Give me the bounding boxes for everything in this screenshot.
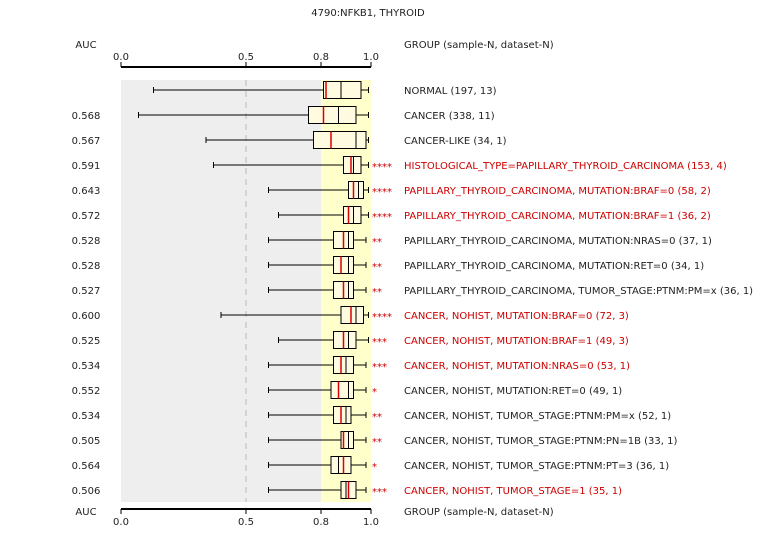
row-10: 0.525 *** CANCER, NOHIST, MUTATION:BRAF=1 … xyxy=(72,331,629,349)
row-8: 0.527 ** PAPILLARY_THYROID_CARCINOMA, TUMO… xyxy=(72,281,753,299)
group-header-top: GROUP (sample-N, dataset-N) xyxy=(404,40,554,51)
group-label: CANCER (338, 11) xyxy=(404,111,495,122)
row-2: 0.567 CANCER-LIKE (34, 1) xyxy=(72,131,507,149)
box xyxy=(340,306,364,324)
significance-stars: **** xyxy=(372,212,392,223)
row-16: 0.506 *** CANCER, NOHIST, TUMOR_STAGE=1 (3… xyxy=(72,481,622,499)
gray-band xyxy=(121,80,321,502)
box xyxy=(308,106,357,124)
significance-stars: ** xyxy=(372,412,382,423)
auc-value: 0.534 xyxy=(72,361,101,372)
auc-value: 0.528 xyxy=(72,236,101,247)
tick-label-top: 0.5 xyxy=(238,52,254,63)
group-label: CANCER, NOHIST, TUMOR_STAGE=1 (35, 1) xyxy=(404,486,622,497)
group-label: CANCER-LIKE (34, 1) xyxy=(404,136,507,147)
significance-stars: *** xyxy=(372,362,387,373)
auc-value: 0.528 xyxy=(72,261,101,272)
auc-value: 0.552 xyxy=(72,386,101,397)
tick-label-bottom: 0.0 xyxy=(113,517,129,528)
box xyxy=(333,256,354,274)
box xyxy=(313,131,367,149)
significance-stars: **** xyxy=(372,312,392,323)
group-header-bottom: GROUP (sample-N, dataset-N) xyxy=(404,507,554,518)
row-1: 0.568 CANCER (338, 11) xyxy=(72,106,495,124)
row-13: 0.534 ** CANCER, NOHIST, TUMOR_STAGE:PTNM:… xyxy=(72,406,671,424)
axes: 0.0 0.5 0.8 1.0 0.0 0.5 0.8 1.0 xyxy=(113,52,379,528)
auc-value: 0.643 xyxy=(72,186,101,197)
tick-label-bottom: 1.0 xyxy=(363,517,379,528)
box xyxy=(330,456,352,474)
auc-value: 0.534 xyxy=(72,411,101,422)
group-label: PAPILLARY_THYROID_CARCINOMA, MUTATION:NR… xyxy=(404,236,712,247)
row-7: 0.528 ** PAPILLARY_THYROID_CARCINOMA, MUTA… xyxy=(72,256,704,274)
row-3: 0.591 **** HISTOLOGICAL_TYPE=PAPILLARY_THY… xyxy=(72,156,727,174)
significance-stars: *** xyxy=(372,487,387,498)
row-12: 0.552 * CANCER, NOHIST, MUTATION:RET=0 (49… xyxy=(72,381,622,399)
auc-value: 0.564 xyxy=(72,461,101,472)
significance-stars: ** xyxy=(372,262,382,273)
chart-title: 4790:NFKB1, THYROID xyxy=(311,8,425,19)
auc-value: 0.568 xyxy=(72,111,101,122)
group-label: PAPILLARY_THYROID_CARCINOMA, MUTATION:RE… xyxy=(404,261,704,272)
group-label: CANCER, NOHIST, MUTATION:BRAF=1 (49, 3) xyxy=(404,336,629,347)
box xyxy=(343,156,362,174)
tick-label-top: 0.0 xyxy=(113,52,129,63)
significance-stars: * xyxy=(372,462,377,473)
row-9: 0.600 **** CANCER, NOHIST, MUTATION:BRAF=0… xyxy=(72,306,629,324)
auc-value: 0.525 xyxy=(72,336,101,347)
row-5: 0.572 **** PAPILLARY_THYROID_CARCINOMA, MU… xyxy=(72,206,711,224)
auc-value: 0.527 xyxy=(72,286,101,297)
auc-value: 0.600 xyxy=(72,311,101,322)
auc-value: 0.567 xyxy=(72,136,101,147)
group-label: HISTOLOGICAL_TYPE=PAPILLARY_THYROID_CARC… xyxy=(404,161,727,172)
auc-value: 0.505 xyxy=(72,436,101,447)
box xyxy=(333,331,357,349)
auc-value: 0.591 xyxy=(72,161,101,172)
box xyxy=(323,81,362,99)
group-label: CANCER, NOHIST, TUMOR_STAGE:PTNM:PT=3 (3… xyxy=(404,461,669,472)
row-4: 0.643 **** PAPILLARY_THYROID_CARCINOMA, MU… xyxy=(72,181,711,199)
significance-stars: ** xyxy=(372,437,382,448)
auc-value: 0.506 xyxy=(72,486,101,497)
group-label: PAPILLARY_THYROID_CARCINOMA, TUMOR_STAGE… xyxy=(404,286,753,297)
auc-value: 0.572 xyxy=(72,211,101,222)
row-15: 0.564 * CANCER, NOHIST, TUMOR_STAGE:PTNM:P… xyxy=(72,456,669,474)
significance-stars: ** xyxy=(372,287,382,298)
box xyxy=(343,206,362,224)
tick-label-top: 0.8 xyxy=(313,52,329,63)
significance-stars: **** xyxy=(372,187,392,198)
group-label: CANCER, NOHIST, MUTATION:NRAS=0 (53, 1) xyxy=(404,361,630,372)
significance-stars: * xyxy=(372,387,377,398)
group-label: PAPILLARY_THYROID_CARCINOMA, MUTATION:BR… xyxy=(404,211,711,222)
significance-stars: ** xyxy=(372,237,382,248)
axis-label-top: AUC xyxy=(75,40,96,51)
significance-stars: **** xyxy=(372,162,392,173)
box xyxy=(333,406,352,424)
group-label: PAPILLARY_THYROID_CARCINOMA, MUTATION:BR… xyxy=(404,186,711,197)
group-label: CANCER, NOHIST, MUTATION:BRAF=0 (72, 3) xyxy=(404,311,629,322)
box xyxy=(333,356,354,374)
axis-label-bottom: AUC xyxy=(75,507,96,518)
box xyxy=(348,181,364,199)
group-label: CANCER, NOHIST, MUTATION:RET=0 (49, 1) xyxy=(404,386,622,397)
significance-stars: *** xyxy=(372,337,387,348)
tick-label-bottom: 0.5 xyxy=(238,517,254,528)
row-6: 0.528 ** PAPILLARY_THYROID_CARCINOMA, MUTA… xyxy=(72,231,712,249)
tick-label-top: 1.0 xyxy=(363,52,379,63)
boxplot-rows: NORMAL (197, 13)0.568 CANCER (338, 11)0.5… xyxy=(72,81,753,499)
box xyxy=(330,381,354,399)
group-label: CANCER, NOHIST, TUMOR_STAGE:PTNM:PM=x (5… xyxy=(404,411,671,422)
group-label: CANCER, NOHIST, TUMOR_STAGE:PTNM:PN=1B (… xyxy=(404,436,677,447)
row-0: NORMAL (197, 13) xyxy=(153,81,497,99)
row-14: 0.505 ** CANCER, NOHIST, TUMOR_STAGE:PTNM:… xyxy=(72,431,677,449)
tick-label-bottom: 0.8 xyxy=(313,517,329,528)
group-label: NORMAL (197, 13) xyxy=(404,86,497,97)
row-11: 0.534 *** CANCER, NOHIST, MUTATION:NRAS=0 … xyxy=(72,356,630,374)
